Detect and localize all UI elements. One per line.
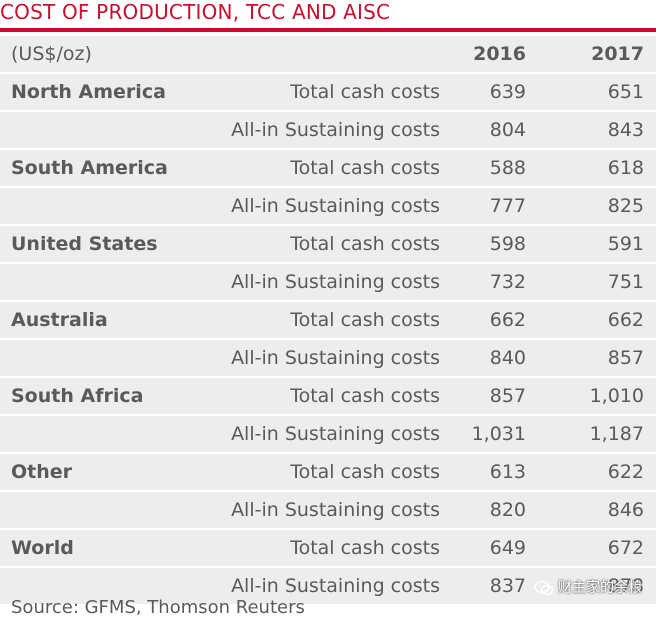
region-label: Other bbox=[11, 461, 73, 483]
table-row: World Total cash costs 649 672 bbox=[0, 530, 656, 568]
table-row: Australia Total cash costs 662 662 bbox=[0, 302, 656, 340]
year-2016-header: 2016 bbox=[473, 43, 526, 65]
value-2017: 751 bbox=[607, 271, 644, 293]
metric-label: All-in Sustaining costs bbox=[231, 575, 440, 597]
year-2017-header: 2017 bbox=[591, 43, 644, 65]
metric-label: Total cash costs bbox=[290, 309, 440, 331]
region-label: South Africa bbox=[11, 385, 144, 407]
value-2017: 672 bbox=[607, 537, 644, 559]
metric-label: Total cash costs bbox=[290, 461, 440, 483]
region-label: Australia bbox=[11, 309, 108, 331]
table-row: All-in Sustaining costs 820 846 bbox=[0, 492, 656, 530]
value-2017: 651 bbox=[607, 81, 644, 103]
metric-label: Total cash costs bbox=[290, 157, 440, 179]
cost-table: (US$/oz) 2016 2017 North America Total ca… bbox=[0, 36, 656, 606]
table-row: All-in Sustaining costs 837 878 bbox=[0, 568, 656, 606]
unit-label: (US$/oz) bbox=[11, 43, 92, 65]
table-row: All-in Sustaining costs 732 751 bbox=[0, 264, 656, 302]
metric-label: All-in Sustaining costs bbox=[231, 423, 440, 445]
region-label: North America bbox=[11, 81, 166, 103]
value-2016: 613 bbox=[489, 461, 526, 483]
value-2016: 777 bbox=[489, 195, 526, 217]
table-row: South Africa Total cash costs 857 1,010 bbox=[0, 378, 656, 416]
table-row: All-in Sustaining costs 804 843 bbox=[0, 112, 656, 150]
value-2017: 591 bbox=[607, 233, 644, 255]
region-label: South America bbox=[11, 157, 168, 179]
value-2017: 843 bbox=[607, 119, 644, 141]
value-2016: 732 bbox=[489, 271, 526, 293]
table-row: All-in Sustaining costs 1,031 1,187 bbox=[0, 416, 656, 454]
region-label: World bbox=[11, 537, 74, 559]
watermark-text: 财主家的余粮 bbox=[558, 580, 642, 596]
watermark: 财主家的余粮 bbox=[534, 578, 642, 598]
value-2017: 1,187 bbox=[589, 423, 644, 445]
value-2017: 846 bbox=[607, 499, 644, 521]
value-2016: 662 bbox=[489, 309, 526, 331]
value-2016: 857 bbox=[489, 385, 526, 407]
value-2016: 588 bbox=[489, 157, 526, 179]
value-2016: 840 bbox=[489, 347, 526, 369]
source-note: Source: GFMS, Thomson Reuters bbox=[11, 597, 305, 618]
metric-label: All-in Sustaining costs bbox=[231, 499, 440, 521]
table-header-row: (US$/oz) 2016 2017 bbox=[0, 36, 656, 74]
value-2017: 618 bbox=[607, 157, 644, 179]
table-row: Other Total cash costs 613 622 bbox=[0, 454, 656, 492]
table-row: All-in Sustaining costs 777 825 bbox=[0, 188, 656, 226]
value-2017: 622 bbox=[607, 461, 644, 483]
metric-label: All-in Sustaining costs bbox=[231, 195, 440, 217]
value-2016: 598 bbox=[489, 233, 526, 255]
metric-label: All-in Sustaining costs bbox=[231, 271, 440, 293]
value-2017: 878 bbox=[607, 575, 644, 597]
metric-label: Total cash costs bbox=[290, 537, 440, 559]
value-2017: 1,010 bbox=[589, 385, 644, 407]
metric-label: Total cash costs bbox=[290, 81, 440, 103]
region-label: United States bbox=[11, 233, 158, 255]
metric-label: Total cash costs bbox=[290, 233, 440, 255]
table-title: COST OF PRODUCTION, TCC AND AISC bbox=[0, 0, 391, 24]
metric-label: Total cash costs bbox=[290, 385, 440, 407]
table-row: North America Total cash costs 639 651 bbox=[0, 74, 656, 112]
value-2016: 1,031 bbox=[471, 423, 526, 445]
value-2017: 662 bbox=[607, 309, 644, 331]
value-2017: 825 bbox=[607, 195, 644, 217]
title-rule bbox=[0, 28, 656, 32]
table-row: South America Total cash costs 588 618 bbox=[0, 150, 656, 188]
table-row: United States Total cash costs 598 591 bbox=[0, 226, 656, 264]
table-row: All-in Sustaining costs 840 857 bbox=[0, 340, 656, 378]
value-2016: 649 bbox=[489, 537, 526, 559]
value-2016: 837 bbox=[489, 575, 526, 597]
value-2016: 639 bbox=[489, 81, 526, 103]
wechat-icon bbox=[534, 580, 554, 596]
metric-label: All-in Sustaining costs bbox=[231, 347, 440, 369]
metric-label: All-in Sustaining costs bbox=[231, 119, 440, 141]
value-2016: 804 bbox=[489, 119, 526, 141]
value-2016: 820 bbox=[489, 499, 526, 521]
value-2017: 857 bbox=[607, 347, 644, 369]
